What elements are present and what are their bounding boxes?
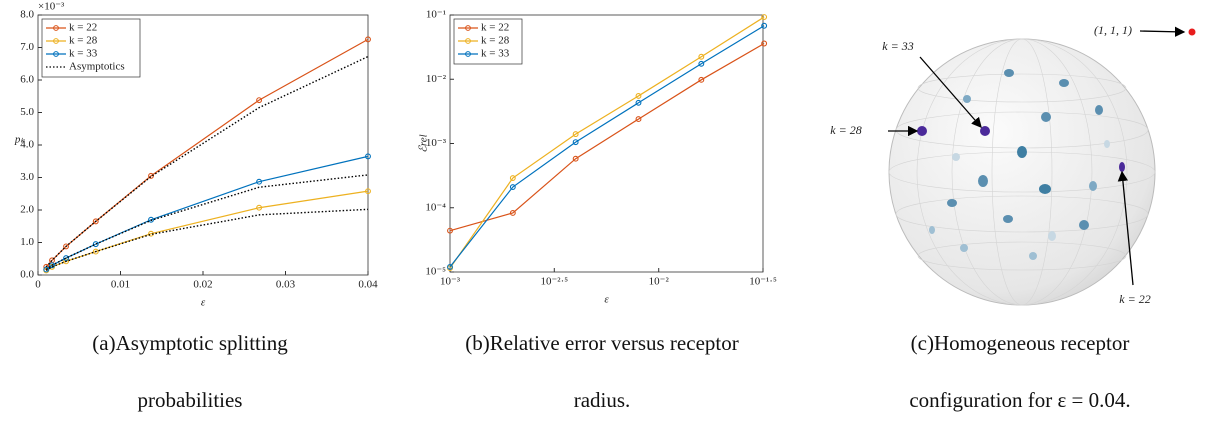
data-point (365, 188, 371, 195)
y-axis-label: ℰrel (418, 134, 430, 152)
data-point (761, 40, 768, 47)
sphere (888, 38, 1156, 306)
data-point (49, 262, 55, 269)
legend-label: k = 28 (69, 35, 98, 47)
legend-label: k = 28 (481, 35, 510, 47)
y-tick-label: 7.0 (20, 41, 34, 53)
data-point (148, 216, 154, 223)
legend-label: k = 33 (69, 48, 98, 60)
data-point (148, 172, 154, 179)
y-tick-label: 10⁻³ (426, 137, 447, 149)
legend-marker (465, 25, 471, 31)
data-point (698, 53, 705, 60)
data-point (365, 36, 371, 43)
series-line (449, 42, 765, 232)
legend-marker (53, 51, 59, 57)
label-point: (1, 1, 1) (1094, 23, 1132, 37)
sphere-diagram: k = 33 k = 28 k = 22 (1, 1, 1) (830, 23, 1196, 306)
data-point (509, 209, 516, 216)
caption: (a)Asymptotic splitting (92, 331, 288, 355)
data-point (635, 99, 642, 106)
y-multiplier: ×10⁻³ (38, 1, 65, 13)
x-tick-label: 10⁻² (649, 276, 670, 288)
data-point (698, 76, 705, 83)
legend: k = 22k = 28k = 33 (453, 18, 523, 65)
data-point (635, 116, 642, 123)
data-point (256, 97, 263, 104)
y-tick-label: 8.0 (20, 9, 34, 21)
y-tick-label: 10⁻² (426, 73, 447, 85)
data-point (92, 241, 99, 248)
x-tick-label: 0 (35, 279, 41, 291)
caption: radius. (574, 388, 631, 412)
x-tick-label: 0.01 (111, 279, 130, 291)
legend-marker (53, 38, 59, 44)
series-line (449, 25, 765, 268)
legend-label: k = 33 (481, 48, 510, 60)
chart: 10⁻³ 10⁻²·⁵ 10⁻² 10⁻¹·⁵ 10⁻⁵ 10⁻⁴ 10⁻³ 10⁻² 10⁻¹… (418, 9, 777, 306)
y-tick-label: 10⁻⁴ (425, 201, 446, 213)
data-point (572, 131, 579, 138)
series-line (45, 208, 369, 272)
caption: configuration for ε = 0.04. (909, 388, 1130, 412)
legend-label: k = 22 (69, 22, 97, 34)
x-tick-label: 0.04 (358, 279, 378, 291)
y-tick-label: 6.0 (20, 74, 34, 86)
series-line (45, 174, 369, 271)
data-point (509, 184, 516, 190)
data-point (92, 248, 99, 255)
y-tick-label: 0.0 (20, 269, 34, 281)
legend-label: Asymptotics (69, 61, 125, 73)
x-tick-label: 10⁻²·⁵ (540, 276, 568, 288)
x-tick-label: 10⁻³ (440, 276, 461, 288)
y-tick-label: 2.0 (20, 204, 34, 216)
data-point (447, 263, 453, 270)
data-point (572, 139, 579, 146)
data-point (365, 153, 371, 160)
legend-marker (465, 38, 471, 44)
data-point (761, 14, 768, 20)
data-point (447, 227, 453, 234)
x-tick-label: 0.02 (193, 279, 212, 291)
x-axis-label: ε (604, 294, 609, 306)
data-point (635, 92, 642, 99)
data-point (43, 266, 50, 273)
chart: 0 0.01 0.02 0.03 0.04 0.0 1.0 2.0 3.0 4.0 5.0 6.0 7.… (14, 1, 378, 309)
label-k28: k = 28 (830, 123, 861, 137)
series-line (449, 16, 765, 269)
y-tick-label: 10⁻⁵ (425, 266, 446, 278)
caption: (c)Homogeneous receptor (911, 331, 1130, 355)
y-tick-label: 4.0 (20, 139, 34, 151)
data-point (256, 204, 263, 211)
x-axis-label: ε (201, 297, 206, 309)
receptors (917, 28, 1196, 260)
legend-marker (465, 51, 471, 57)
data-point (572, 155, 579, 162)
y-tick-label: 10⁻¹ (426, 9, 446, 21)
data-point (92, 218, 99, 225)
legend-label: k = 22 (481, 22, 509, 34)
data-point (761, 22, 768, 29)
caption: (b)Relative error versus receptor (465, 331, 738, 355)
y-tick-label: 5.0 (20, 106, 34, 118)
data-point (509, 175, 516, 181)
series-line (45, 55, 369, 268)
arrows (888, 26, 1186, 286)
label-k22: k = 22 (1119, 292, 1150, 306)
y-axis-label: pₖ (14, 134, 26, 146)
legend-marker (53, 25, 59, 31)
caption: probabilities (138, 388, 243, 412)
x-tick-label: 0.03 (276, 279, 296, 291)
data-point (256, 178, 263, 185)
data-point (63, 243, 70, 250)
data-point (63, 255, 70, 262)
data-point (63, 258, 70, 265)
data-point (698, 60, 705, 67)
y-tick-label: 3.0 (20, 171, 34, 183)
y-tick-label: 1.0 (20, 236, 34, 248)
x-tick-label: 10⁻¹·⁵ (749, 276, 777, 288)
label-k33: k = 33 (882, 39, 913, 53)
